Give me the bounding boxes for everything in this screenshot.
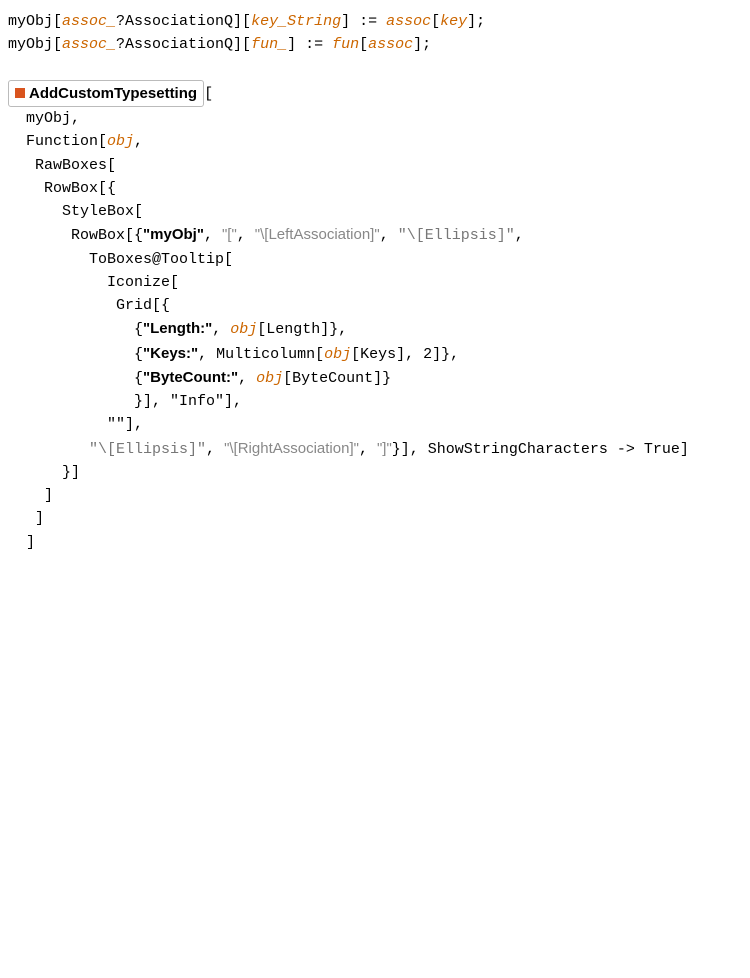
string-ellipsis: "\[Ellipsis]": [398, 227, 515, 244]
code-line-20: }]: [8, 461, 742, 484]
string-keys: "Keys:": [143, 345, 198, 362]
code-line-4: AddCustomTypesetting[: [8, 80, 742, 107]
code-line-23: ]: [8, 531, 742, 554]
code-line-19: "\[Ellipsis]", "\[RightAssociation]", "]…: [8, 437, 742, 461]
code-line-1: myObj[assoc_?AssociationQ][key_String] :…: [8, 10, 742, 33]
string-leftassoc: "\[LeftAssociation]": [255, 226, 380, 243]
blank-line: [8, 57, 742, 80]
function-arg-obj: obj: [107, 133, 134, 150]
code-line-17: }], "Info"],: [8, 390, 742, 413]
string-rbracket: "]": [377, 440, 392, 457]
code-line-6: Function[obj,: [8, 130, 742, 153]
pattern-assoc: assoc_: [62, 13, 116, 30]
resource-function-box[interactable]: AddCustomTypesetting: [8, 80, 204, 107]
pattern-fun: fun_: [251, 36, 287, 53]
string-myobj: "myObj": [143, 226, 204, 243]
code-line-11: ToBoxes@Tooltip[: [8, 248, 742, 271]
code-line-2: myObj[assoc_?AssociationQ][fun_] := fun[…: [8, 33, 742, 56]
pattern-key: key_String: [251, 13, 341, 30]
pattern-assoc: assoc_: [62, 36, 116, 53]
code-line-5: myObj,: [8, 107, 742, 130]
code-line-13: Grid[{: [8, 294, 742, 317]
code-line-14: {"Length:", obj[Length]},: [8, 317, 742, 341]
code-line-16: {"ByteCount:", obj[ByteCount]}: [8, 366, 742, 390]
resource-function-icon: [15, 88, 25, 98]
code-line-22: ]: [8, 507, 742, 530]
string-lbracket: "[": [222, 226, 237, 243]
code-line-12: Iconize[: [8, 271, 742, 294]
code-line-7: RawBoxes[: [8, 154, 742, 177]
string-rightassoc: "\[RightAssociation]": [224, 440, 359, 457]
string-length: "Length:": [143, 320, 212, 337]
code-line-18: ""],: [8, 413, 742, 436]
string-bytecount: "ByteCount:": [143, 369, 238, 386]
code-line-10: RowBox[{"myObj", "[", "\[LeftAssociation…: [8, 223, 742, 247]
string-ellipsis: "\[Ellipsis]": [89, 441, 206, 458]
code-line-8: RowBox[{: [8, 177, 742, 200]
code-line-21: ]: [8, 484, 742, 507]
code-line-9: StyleBox[: [8, 200, 742, 223]
code-line-15: {"Keys:", Multicolumn[obj[Keys], 2]},: [8, 342, 742, 366]
